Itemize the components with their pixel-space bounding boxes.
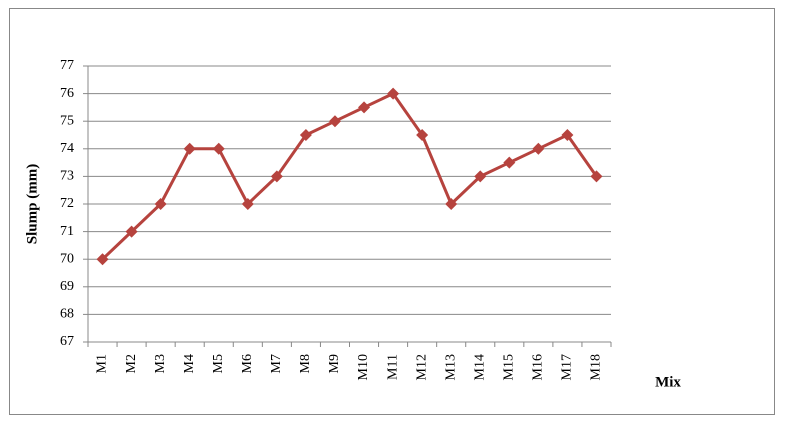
x-tick-label: M12 xyxy=(414,354,429,380)
x-tick-label: M5 xyxy=(211,354,226,373)
data-point xyxy=(299,129,312,141)
x-tick-label: M13 xyxy=(443,354,458,380)
x-tick-label: M15 xyxy=(502,354,517,380)
x-tick-label: M6 xyxy=(240,354,255,373)
y-axis-label: Slump (mm) xyxy=(24,164,40,244)
y-tick-label: 67 xyxy=(60,334,74,349)
data-point xyxy=(241,198,254,210)
data-point xyxy=(212,142,225,155)
y-tick-label: 77 xyxy=(60,58,74,73)
x-tick-label: M18 xyxy=(589,354,604,380)
x-tick-label: M3 xyxy=(153,354,168,373)
y-tick-label: 74 xyxy=(60,141,74,156)
data-point xyxy=(270,170,283,183)
data-point xyxy=(474,170,487,183)
x-axis-label: Mix xyxy=(655,374,681,390)
y-tick-label: 72 xyxy=(60,196,74,211)
y-tick-label: 68 xyxy=(60,307,74,322)
data-point xyxy=(154,198,167,210)
y-tick-label: 76 xyxy=(60,86,74,101)
x-tick-label: M11 xyxy=(385,354,400,380)
data-point xyxy=(590,170,603,183)
y-tick-label: 69 xyxy=(60,279,74,294)
data-point xyxy=(387,87,400,100)
data-point xyxy=(358,101,371,114)
data-point xyxy=(125,225,138,238)
y-tick-label: 70 xyxy=(60,251,74,266)
data-point xyxy=(561,129,574,141)
data-point xyxy=(532,142,545,155)
x-tick-label: M8 xyxy=(298,354,313,373)
x-tick-label: M4 xyxy=(182,354,197,373)
data-point xyxy=(416,129,429,141)
data-point xyxy=(445,198,458,210)
y-tick-label: 75 xyxy=(60,113,74,128)
x-tick-label: M16 xyxy=(531,354,546,380)
x-tick-label: M10 xyxy=(356,354,371,380)
x-tick-label: M7 xyxy=(269,354,284,373)
x-tick-label: M17 xyxy=(560,354,575,380)
data-point xyxy=(96,253,109,266)
x-tick-label: M1 xyxy=(95,354,110,373)
x-tick-label: M9 xyxy=(327,354,342,373)
y-tick-label: 73 xyxy=(60,169,74,184)
data-line xyxy=(101,92,598,261)
x-tick-label: M2 xyxy=(124,354,139,373)
data-point xyxy=(503,156,516,169)
x-tick-label: M14 xyxy=(472,354,487,380)
chart-frame xyxy=(9,8,775,415)
data-point xyxy=(183,142,196,155)
y-tick-label: 71 xyxy=(60,224,74,239)
data-point xyxy=(328,115,341,128)
